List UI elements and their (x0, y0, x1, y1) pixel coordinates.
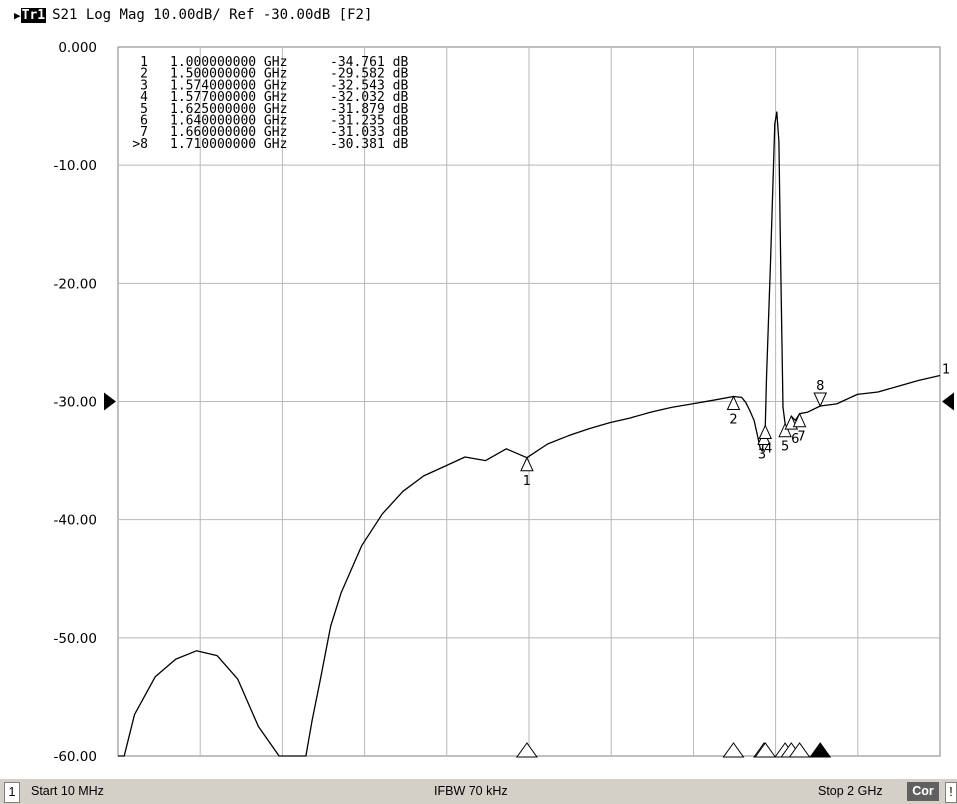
marker-table-row: 5 1.625000000 GHz -31.879 dB (140, 102, 408, 117)
marker-triangle-icon (813, 392, 827, 408)
y-tick-label: 0.000 (58, 40, 97, 56)
marker-position-triangle-icon (788, 742, 811, 758)
stop-frequency[interactable]: Stop 2 GHz (818, 784, 883, 798)
marker-table-label: 1 (140, 55, 148, 70)
marker-triangle-icon (520, 456, 534, 472)
marker-label: 2 (729, 413, 737, 428)
trace-header: ▶Tr1 S21 Log Mag 10.00dB/ Ref -30.00dB [F… (0, 0, 957, 30)
marker-label: 4 (764, 442, 772, 457)
marker-table-value: -31.879 dB (330, 102, 408, 117)
y-tick-label: -50.00 (53, 631, 97, 647)
markers: 1 2 34 567 8 (520, 379, 827, 489)
marker-table-frequency: 1.000000000 GHz (170, 55, 287, 70)
marker-triangle-icon (758, 424, 773, 440)
start-frequency[interactable]: Start 10 MHz (31, 784, 104, 798)
marker-table-frequency: 1.660000000 GHz (170, 125, 287, 140)
marker-table-value: -32.543 dB (330, 78, 408, 93)
marker-table-row: 7 1.660000000 GHz -31.033 dB (140, 125, 408, 140)
marker-table-label: 2 (140, 67, 148, 82)
warning-indicator[interactable]: ! (945, 782, 957, 803)
measurement-label[interactable]: S21 Log Mag 10.00dB/ Ref -30.00dB [F2] (52, 7, 373, 23)
marker-position-triangle-icon (722, 742, 745, 758)
marker-2: 2 (726, 395, 741, 428)
y-tick-label: -20.00 (53, 276, 97, 292)
y-tick-label: -30.00 (53, 395, 97, 411)
y-axis: 0.000 -10.00 -20.00 -30.00 -40.00 -50.00 -60.0… (53, 40, 97, 765)
y-tick-label: -60.00 (53, 749, 97, 765)
marker-8: 8 (813, 379, 827, 408)
marker-table-row: 2 1.500000000 GHz -29.582 dB (140, 67, 408, 82)
marker-table-label: >8 (132, 137, 148, 152)
marker-table-row: 1 1.000000000 GHz -34.761 dB (140, 55, 408, 70)
marker-position-bar (515, 742, 832, 758)
marker-table: 1 1.000000000 GHz -34.761 dB 2 1.500000000 G… (132, 55, 408, 152)
marker-table-frequency: 1.577000000 GHz (170, 90, 287, 105)
marker-label: 1 (523, 474, 531, 489)
marker-label: 3 (758, 448, 766, 463)
trace-badge[interactable]: Tr1 (20, 8, 47, 23)
marker-label: 5 (781, 440, 789, 455)
marker-table-label: 4 (140, 90, 148, 105)
y-tick-label: -10.00 (53, 158, 97, 174)
marker-table-row: 6 1.640000000 GHz -31.235 dB (140, 114, 408, 129)
marker-table-value: -30.381 dB (330, 137, 408, 152)
marker-position-triangle-icon (754, 742, 777, 758)
marker-1: 1 (520, 456, 534, 489)
marker-table-row: 4 1.577000000 GHz -32.032 dB (140, 90, 408, 105)
marker-7: 7 (792, 412, 807, 445)
marker-table-row: >8 1.710000000 GHz -30.381 dB (132, 137, 408, 152)
marker-label: 8 (816, 379, 824, 394)
marker-table-row: 3 1.574000000 GHz -32.543 dB (140, 78, 408, 93)
marker-4: 4 (758, 424, 773, 457)
marker-5: 5 (778, 422, 792, 455)
marker-table-frequency: 1.640000000 GHz (170, 114, 287, 129)
marker-table-label: 6 (140, 114, 148, 129)
marker-table-value: -31.235 dB (330, 114, 408, 129)
marker-table-label: 7 (140, 125, 148, 140)
marker-table-frequency: 1.574000000 GHz (170, 78, 287, 93)
ifbw-setting[interactable]: IFBW 70 kHz (434, 784, 508, 798)
marker-label: 7 (797, 430, 805, 445)
marker-table-frequency: 1.500000000 GHz (170, 67, 287, 82)
reference-level (104, 392, 954, 411)
marker-position-triangle-icon (809, 742, 832, 758)
marker-triangle-icon (778, 422, 792, 438)
marker-table-label: 5 (140, 102, 148, 117)
marker-table-frequency: 1.710000000 GHz (170, 137, 287, 152)
trace-end-label: 1 (942, 363, 950, 378)
marker-table-value: -32.032 dB (330, 90, 408, 105)
marker-table-value: -34.761 dB (330, 55, 408, 70)
marker-triangle-icon (792, 412, 807, 428)
status-bar: 1 Start 10 MHz IFBW 70 kHz Stop 2 GHz Co… (0, 779, 957, 804)
trace-plot: 0.000 -10.00 -20.00 -30.00 -40.00 -50.00 -60.0… (53, 40, 954, 765)
ref-level-arrow-left-icon (104, 392, 116, 411)
marker-table-frequency: 1.625000000 GHz (170, 102, 287, 117)
marker-table-value: -29.582 dB (330, 67, 408, 82)
marker-triangle-icon (726, 395, 741, 411)
marker-label: 6 (791, 432, 799, 447)
active-trace-arrow-icon: ▶ (14, 9, 21, 22)
marker-table-value: -31.033 dB (330, 125, 408, 140)
y-tick-label: -40.00 (53, 513, 97, 529)
ref-level-arrow-right-icon (942, 392, 954, 411)
marker-position-triangle-icon (515, 742, 538, 758)
channel-indicator[interactable]: 1 (4, 782, 20, 803)
trace-layer: 1 (118, 111, 950, 757)
correction-badge[interactable]: Cor (907, 782, 939, 801)
marker-table-label: 3 (140, 78, 148, 93)
grid (117, 46, 941, 757)
